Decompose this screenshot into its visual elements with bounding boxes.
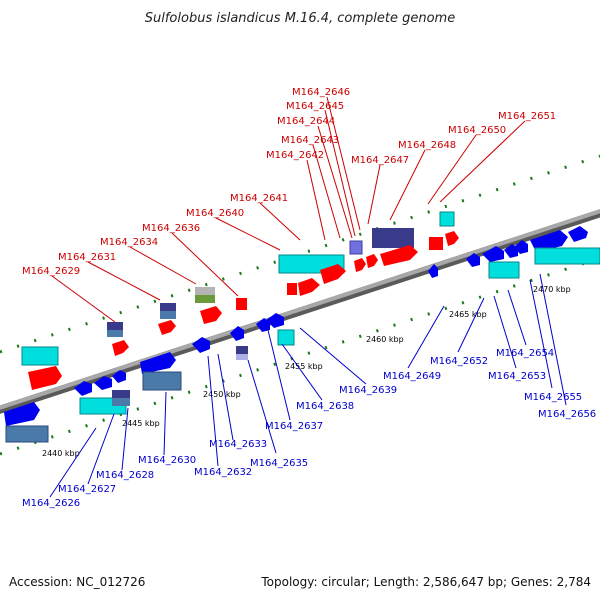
gene-feature[interactable] (514, 240, 528, 254)
gene-label-M164_2652[interactable]: M164_2652 (430, 356, 488, 367)
forward-strand-features (21, 211, 459, 390)
gene-feature[interactable] (482, 246, 504, 262)
gene-feature[interactable] (298, 278, 320, 296)
gene-label-M164_2637[interactable]: M164_2637 (265, 421, 323, 432)
gene-label-M164_2651[interactable]: M164_2651 (498, 111, 556, 122)
gene-label-M164_2649[interactable]: M164_2649 (383, 371, 441, 382)
gene-feature[interactable] (466, 253, 480, 267)
gene-feature[interactable] (266, 313, 284, 328)
scale-label-2445: 2445 kbp (122, 419, 160, 428)
gene-label-M164_2653[interactable]: M164_2653 (488, 371, 546, 382)
gene-feature[interactable] (568, 226, 588, 242)
gene-feature[interactable] (236, 298, 247, 310)
reverse-gene-labels: M164_2626 M164_2627 M164_2628 M164_2630 … (22, 348, 596, 509)
gene-feature[interactable] (107, 330, 123, 337)
gene-feature[interactable] (112, 340, 129, 356)
gene-feature[interactable] (530, 230, 568, 252)
gene-feature[interactable] (140, 352, 176, 374)
gene-label-M164_2632[interactable]: M164_2632 (194, 467, 252, 478)
scale-label-2465: 2465 kbp (449, 310, 487, 319)
gene-label-M164_2631[interactable]: M164_2631 (58, 252, 116, 263)
gene-feature[interactable] (195, 295, 215, 303)
gene-feature[interactable] (372, 228, 414, 248)
gene-feature[interactable] (380, 245, 418, 266)
gene-feature[interactable] (158, 320, 176, 335)
gene-label-M164_2643[interactable]: M164_2643 (281, 135, 339, 146)
genome-stats-text: Topology: circular; Length: 2,586,647 bp… (260, 575, 591, 589)
gene-label-M164_2654[interactable]: M164_2654 (496, 348, 554, 359)
gene-label-M164_2646[interactable]: M164_2646 (292, 87, 350, 98)
reverse-callout-lines (49, 273, 567, 498)
gene-label-M164_2641[interactable]: M164_2641 (230, 193, 288, 204)
gene-feature[interactable] (256, 318, 270, 332)
scale-label-2460: 2460 kbp (366, 335, 404, 344)
gene-label-M164_2648[interactable]: M164_2648 (398, 140, 456, 151)
gene-label-M164_2642[interactable]: M164_2642 (266, 150, 324, 161)
gene-feature[interactable] (4, 402, 40, 426)
gene-feature[interactable] (349, 240, 363, 255)
forward-gene-labels: M164_2629 M164_2631 M164_2634 M164_2636 … (22, 87, 556, 277)
gene-feature[interactable] (142, 371, 182, 391)
gene-feature[interactable] (366, 254, 378, 268)
gene-feature[interactable] (287, 283, 297, 295)
gene-label-M164_2626[interactable]: M164_2626 (22, 498, 80, 509)
gene-feature[interactable] (320, 264, 346, 284)
gene-feature[interactable] (277, 329, 295, 346)
gene-label-M164_2627[interactable]: M164_2627 (58, 484, 116, 495)
gene-feature[interactable] (28, 366, 62, 390)
gene-label-M164_2634[interactable]: M164_2634 (100, 237, 158, 248)
gene-feature[interactable] (428, 264, 438, 278)
gene-label-M164_2650[interactable]: M164_2650 (448, 125, 506, 136)
gene-label-M164_2640[interactable]: M164_2640 (186, 208, 244, 219)
gene-feature[interactable] (160, 311, 176, 319)
map-title: Sulfolobus islandicus M.16.4, complete g… (145, 11, 455, 26)
gene-label-M164_2635[interactable]: M164_2635 (250, 458, 308, 469)
gene-feature[interactable] (439, 211, 455, 227)
gene-label-M164_2636[interactable]: M164_2636 (142, 223, 200, 234)
gene-label-M164_2628[interactable]: M164_2628 (96, 470, 154, 481)
gene-feature[interactable] (112, 370, 126, 383)
gene-label-M164_2630[interactable]: M164_2630 (138, 455, 196, 466)
gene-feature[interactable] (160, 303, 176, 312)
scale-label-2450: 2450 kbp (203, 390, 241, 399)
gene-feature[interactable] (534, 247, 600, 265)
gene-label-M164_2647[interactable]: M164_2647 (351, 155, 409, 166)
gene-label-M164_2656[interactable]: M164_2656 (538, 409, 596, 420)
gene-feature[interactable] (230, 326, 244, 341)
gene-feature[interactable] (195, 287, 215, 295)
gene-feature[interactable] (429, 237, 443, 250)
gene-label-M164_2655[interactable]: M164_2655 (524, 392, 582, 403)
gene-label-M164_2645[interactable]: M164_2645 (286, 101, 344, 112)
genome-backbone (0, 209, 600, 410)
gene-feature[interactable] (107, 322, 123, 330)
gene-feature[interactable] (488, 261, 520, 279)
gene-feature[interactable] (21, 346, 59, 366)
gene-feature[interactable] (5, 425, 49, 443)
gene-label-M164_2644[interactable]: M164_2644 (277, 116, 335, 127)
gene-label-M164_2639[interactable]: M164_2639 (339, 385, 397, 396)
scale-label-2440: 2440 kbp (42, 449, 80, 458)
gene-feature[interactable] (192, 337, 210, 353)
gene-feature[interactable] (94, 376, 112, 390)
gene-feature[interactable] (445, 231, 459, 246)
forward-callout-lines (51, 96, 526, 323)
gene-feature[interactable] (236, 346, 248, 354)
gene-feature[interactable] (354, 258, 366, 272)
gene-feature[interactable] (112, 390, 130, 398)
gene-label-M164_2633[interactable]: M164_2633 (209, 439, 267, 450)
accession-text: Accession: NC_012726 (9, 575, 145, 589)
gene-label-M164_2629[interactable]: M164_2629 (22, 266, 80, 277)
gene-feature[interactable] (200, 306, 222, 324)
scale-label-2470: 2470 kbp (533, 285, 571, 294)
gene-feature[interactable] (74, 381, 92, 396)
scale-label-2455: 2455 kbp (285, 362, 323, 371)
gene-feature[interactable] (112, 398, 130, 406)
reverse-strand-features (4, 226, 600, 443)
gene-label-M164_2638[interactable]: M164_2638 (296, 401, 354, 412)
gene-feature[interactable] (236, 354, 248, 360)
